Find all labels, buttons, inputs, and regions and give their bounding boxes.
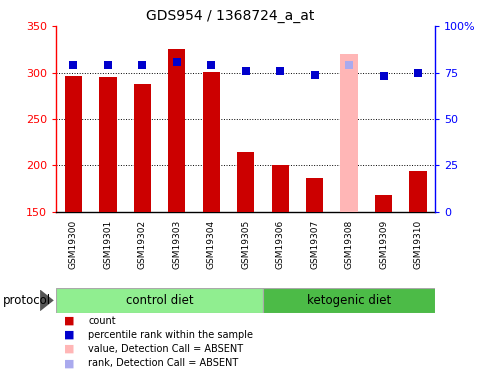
Bar: [263, 288, 434, 313]
Bar: [305, 177, 323, 212]
Text: rank, Detection Call = ABSENT: rank, Detection Call = ABSENT: [88, 358, 238, 368]
Bar: [340, 54, 357, 212]
Text: GSM19302: GSM19302: [138, 220, 146, 269]
Text: GSM19309: GSM19309: [378, 220, 387, 269]
Text: GSM19304: GSM19304: [206, 220, 215, 269]
Text: ■: ■: [63, 358, 74, 368]
Bar: [168, 50, 185, 212]
Text: GSM19310: GSM19310: [413, 220, 422, 269]
Text: percentile rank within the sample: percentile rank within the sample: [88, 330, 252, 340]
Bar: [408, 171, 426, 212]
Bar: [134, 84, 151, 212]
Text: value, Detection Call = ABSENT: value, Detection Call = ABSENT: [88, 344, 243, 354]
Text: protocol: protocol: [2, 294, 50, 307]
Bar: [56, 288, 263, 313]
Text: GDS954 / 1368724_a_at: GDS954 / 1368724_a_at: [145, 9, 313, 23]
Text: GSM19308: GSM19308: [344, 220, 353, 269]
Text: GSM19305: GSM19305: [241, 220, 250, 269]
Text: count: count: [88, 316, 115, 326]
Text: control diet: control diet: [125, 294, 193, 307]
Text: ■: ■: [63, 344, 74, 354]
Text: ■: ■: [63, 316, 74, 326]
Text: GSM19307: GSM19307: [309, 220, 319, 269]
Text: ketogenic diet: ketogenic diet: [306, 294, 390, 307]
Bar: [65, 76, 82, 212]
Text: GSM19300: GSM19300: [69, 220, 78, 269]
Text: GSM19301: GSM19301: [103, 220, 112, 269]
Text: ■: ■: [63, 330, 74, 340]
Bar: [237, 152, 254, 212]
Text: GSM19303: GSM19303: [172, 220, 181, 269]
Bar: [202, 72, 220, 212]
Polygon shape: [40, 290, 54, 311]
Text: GSM19306: GSM19306: [275, 220, 284, 269]
Bar: [99, 77, 116, 212]
Bar: [374, 195, 391, 212]
Bar: [271, 165, 288, 212]
